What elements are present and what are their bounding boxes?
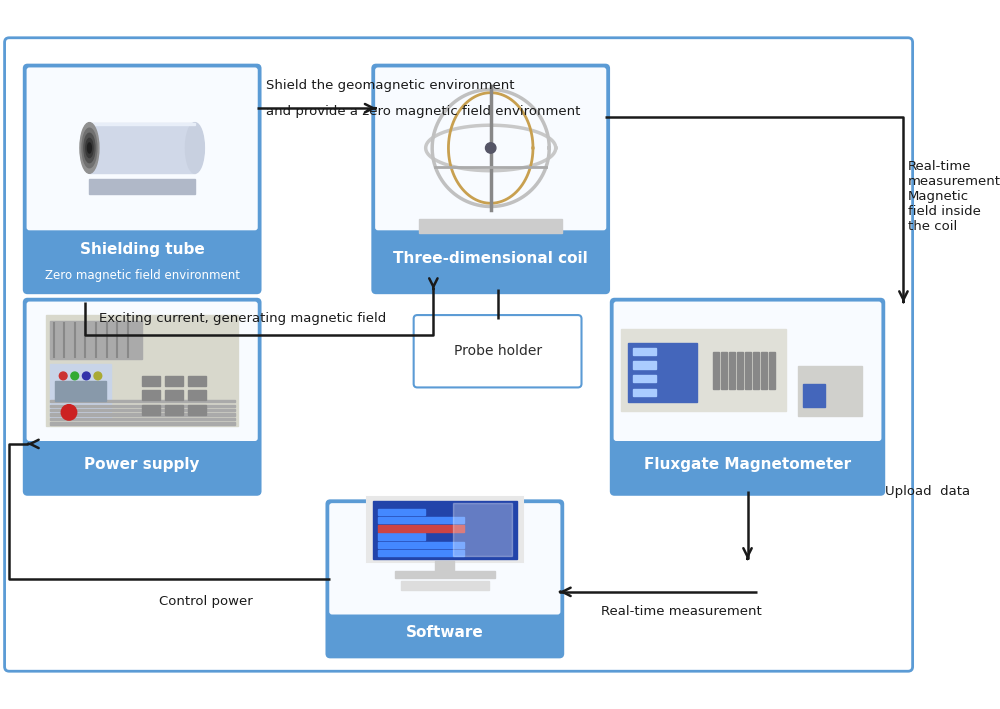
Bar <box>50 409 235 411</box>
Bar <box>798 366 862 416</box>
Bar <box>737 352 743 389</box>
Text: Software: Software <box>406 625 484 640</box>
Ellipse shape <box>88 143 91 153</box>
Bar <box>50 423 235 425</box>
Circle shape <box>82 372 90 380</box>
FancyBboxPatch shape <box>327 501 563 657</box>
Bar <box>188 405 206 415</box>
Text: Control power: Control power <box>159 595 253 608</box>
Text: Real-time measurement: Real-time measurement <box>601 605 761 618</box>
Circle shape <box>71 372 79 380</box>
Text: and provide a zero magnetic field environment: and provide a zero magnetic field enviro… <box>266 105 580 118</box>
Bar <box>142 376 160 386</box>
Ellipse shape <box>80 123 99 173</box>
Bar <box>55 381 106 401</box>
Bar <box>803 384 825 407</box>
Bar <box>769 352 775 389</box>
Bar <box>453 503 512 556</box>
Bar <box>165 376 183 386</box>
FancyBboxPatch shape <box>24 298 260 495</box>
Bar <box>419 220 562 233</box>
Bar <box>89 179 195 194</box>
Bar <box>621 330 786 411</box>
FancyBboxPatch shape <box>24 65 260 293</box>
Bar <box>46 315 238 425</box>
Bar <box>713 352 719 389</box>
Bar <box>753 352 759 389</box>
Text: Probe holder: Probe holder <box>454 345 542 358</box>
Ellipse shape <box>185 123 204 173</box>
Bar <box>633 362 656 369</box>
Text: Upload  data: Upload data <box>885 484 970 498</box>
Ellipse shape <box>86 138 93 157</box>
Circle shape <box>94 372 102 380</box>
Bar <box>142 405 160 415</box>
Bar <box>378 533 425 540</box>
Circle shape <box>61 405 77 420</box>
Bar <box>628 343 697 402</box>
Bar <box>50 364 111 417</box>
Bar <box>435 561 454 571</box>
Bar <box>50 400 235 403</box>
Bar <box>89 123 195 173</box>
Text: Fluxgate Magnetometer: Fluxgate Magnetometer <box>644 457 851 472</box>
Bar <box>378 549 464 556</box>
FancyBboxPatch shape <box>329 503 560 615</box>
Bar <box>50 320 142 359</box>
Bar <box>367 497 523 562</box>
Bar <box>378 525 464 532</box>
FancyBboxPatch shape <box>27 301 258 441</box>
FancyBboxPatch shape <box>414 315 582 387</box>
Bar <box>378 517 464 523</box>
Bar <box>373 501 517 559</box>
Bar <box>633 375 656 382</box>
Text: Exciting current, generating magnetic field: Exciting current, generating magnetic fi… <box>99 312 386 325</box>
Circle shape <box>485 143 496 153</box>
Bar <box>50 413 235 415</box>
Text: Real-time
measurement
Magnetic
field inside
the coil: Real-time measurement Magnetic field ins… <box>908 160 1000 233</box>
Bar <box>395 571 495 578</box>
Text: Three-dimensional coil: Three-dimensional coil <box>393 251 588 266</box>
Bar <box>378 542 464 548</box>
Bar <box>745 352 751 389</box>
Bar <box>378 509 425 515</box>
Circle shape <box>59 372 67 380</box>
Bar <box>633 389 656 396</box>
FancyBboxPatch shape <box>614 301 881 441</box>
Text: Shield the geomagnetic environment: Shield the geomagnetic environment <box>266 79 514 92</box>
Bar <box>401 581 489 590</box>
Bar <box>761 352 767 389</box>
Bar <box>165 390 183 400</box>
FancyBboxPatch shape <box>5 38 913 671</box>
Bar <box>165 405 183 415</box>
Bar <box>633 347 656 355</box>
FancyBboxPatch shape <box>27 67 258 230</box>
Bar <box>721 352 727 389</box>
Ellipse shape <box>82 128 97 168</box>
FancyBboxPatch shape <box>372 65 609 293</box>
Bar <box>50 418 235 420</box>
Bar <box>142 390 160 400</box>
Text: Power supply: Power supply <box>84 457 200 472</box>
FancyBboxPatch shape <box>611 298 884 495</box>
Bar <box>188 376 206 386</box>
FancyBboxPatch shape <box>375 67 606 230</box>
Bar <box>89 123 195 125</box>
Text: Shielding tube: Shielding tube <box>80 242 205 257</box>
Text: Zero magnetic field environment: Zero magnetic field environment <box>45 269 240 282</box>
Bar <box>50 405 235 407</box>
Bar <box>188 390 206 400</box>
Bar <box>729 352 735 389</box>
Ellipse shape <box>84 133 95 162</box>
